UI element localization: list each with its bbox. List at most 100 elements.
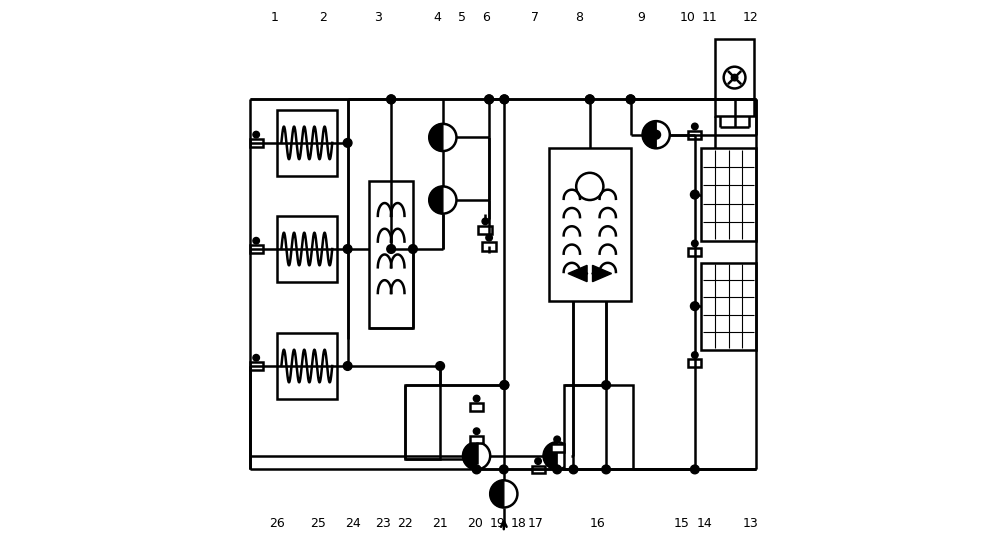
Circle shape [554, 436, 560, 443]
Circle shape [463, 442, 490, 469]
Bar [715, 39, 754, 115]
Polygon shape [544, 442, 557, 469]
Circle shape [602, 465, 610, 474]
Circle shape [472, 465, 481, 474]
Text: 22: 22 [397, 517, 413, 531]
Circle shape [690, 465, 699, 474]
Circle shape [409, 245, 417, 253]
Circle shape [387, 95, 396, 104]
Text: 15: 15 [673, 517, 689, 531]
Circle shape [643, 121, 670, 148]
Bar [551, 444, 564, 452]
Circle shape [692, 352, 698, 358]
Text: 2: 2 [319, 11, 327, 24]
Circle shape [429, 124, 456, 151]
Circle shape [690, 190, 699, 199]
Circle shape [569, 465, 578, 474]
Bar [688, 131, 701, 138]
Bar [405, 385, 440, 458]
Text: 19: 19 [489, 517, 505, 531]
Bar [688, 248, 701, 255]
Text: 21: 21 [432, 517, 448, 531]
Text: 3: 3 [374, 11, 381, 24]
Text: 25: 25 [310, 517, 326, 531]
Text: 18: 18 [511, 517, 527, 531]
Circle shape [553, 465, 561, 474]
Text: 1: 1 [270, 11, 278, 24]
Bar [482, 242, 496, 251]
Circle shape [626, 95, 635, 104]
Text: 23: 23 [375, 517, 391, 531]
Polygon shape [593, 265, 612, 282]
Circle shape [731, 74, 738, 81]
Circle shape [436, 362, 444, 370]
Circle shape [585, 95, 594, 104]
Bar [277, 217, 337, 282]
Text: 7: 7 [531, 11, 539, 24]
Polygon shape [643, 121, 656, 148]
Bar [532, 465, 545, 473]
Circle shape [626, 95, 635, 104]
Circle shape [500, 95, 509, 104]
Text: 16: 16 [590, 517, 606, 531]
Circle shape [473, 428, 480, 434]
Circle shape [500, 381, 509, 389]
Circle shape [387, 245, 396, 253]
Circle shape [535, 458, 541, 464]
Polygon shape [463, 442, 477, 469]
Text: 8: 8 [575, 11, 583, 24]
Text: 12: 12 [742, 11, 758, 24]
Circle shape [585, 95, 594, 104]
Circle shape [485, 95, 493, 104]
Circle shape [343, 138, 352, 147]
Text: 14: 14 [696, 517, 712, 531]
Bar [701, 148, 756, 241]
Polygon shape [429, 124, 443, 151]
Circle shape [343, 245, 352, 253]
Bar [688, 359, 701, 367]
Bar [277, 333, 337, 399]
Polygon shape [490, 480, 504, 508]
Bar [470, 435, 483, 444]
Circle shape [473, 395, 480, 402]
Circle shape [690, 302, 699, 311]
Bar [478, 226, 492, 234]
Circle shape [500, 95, 509, 104]
Circle shape [692, 240, 698, 247]
Circle shape [482, 218, 489, 225]
Circle shape [576, 173, 603, 200]
Bar [549, 148, 631, 301]
Circle shape [253, 237, 259, 244]
Circle shape [387, 95, 396, 104]
Circle shape [602, 381, 610, 389]
Circle shape [343, 362, 352, 370]
Bar [277, 110, 337, 176]
Circle shape [490, 480, 517, 508]
Circle shape [429, 187, 456, 214]
Circle shape [569, 451, 578, 460]
Polygon shape [429, 187, 443, 214]
Circle shape [485, 95, 493, 104]
Text: 9: 9 [638, 11, 645, 24]
Text: 17: 17 [527, 517, 543, 531]
Text: 4: 4 [433, 11, 441, 24]
Polygon shape [568, 265, 587, 282]
Circle shape [486, 235, 492, 241]
Text: 6: 6 [482, 11, 490, 24]
Circle shape [724, 67, 745, 89]
Circle shape [692, 123, 698, 130]
Text: 5: 5 [458, 11, 466, 24]
Circle shape [500, 381, 509, 389]
Bar [250, 139, 263, 147]
Text: 20: 20 [468, 517, 483, 531]
Circle shape [544, 442, 571, 469]
Text: 26: 26 [269, 517, 285, 531]
Circle shape [253, 131, 259, 138]
Bar [250, 245, 263, 253]
Text: 10: 10 [680, 11, 696, 24]
Circle shape [499, 465, 508, 474]
Text: 11: 11 [702, 11, 717, 24]
Bar [250, 362, 263, 370]
Bar [369, 181, 413, 328]
Bar [564, 385, 633, 469]
